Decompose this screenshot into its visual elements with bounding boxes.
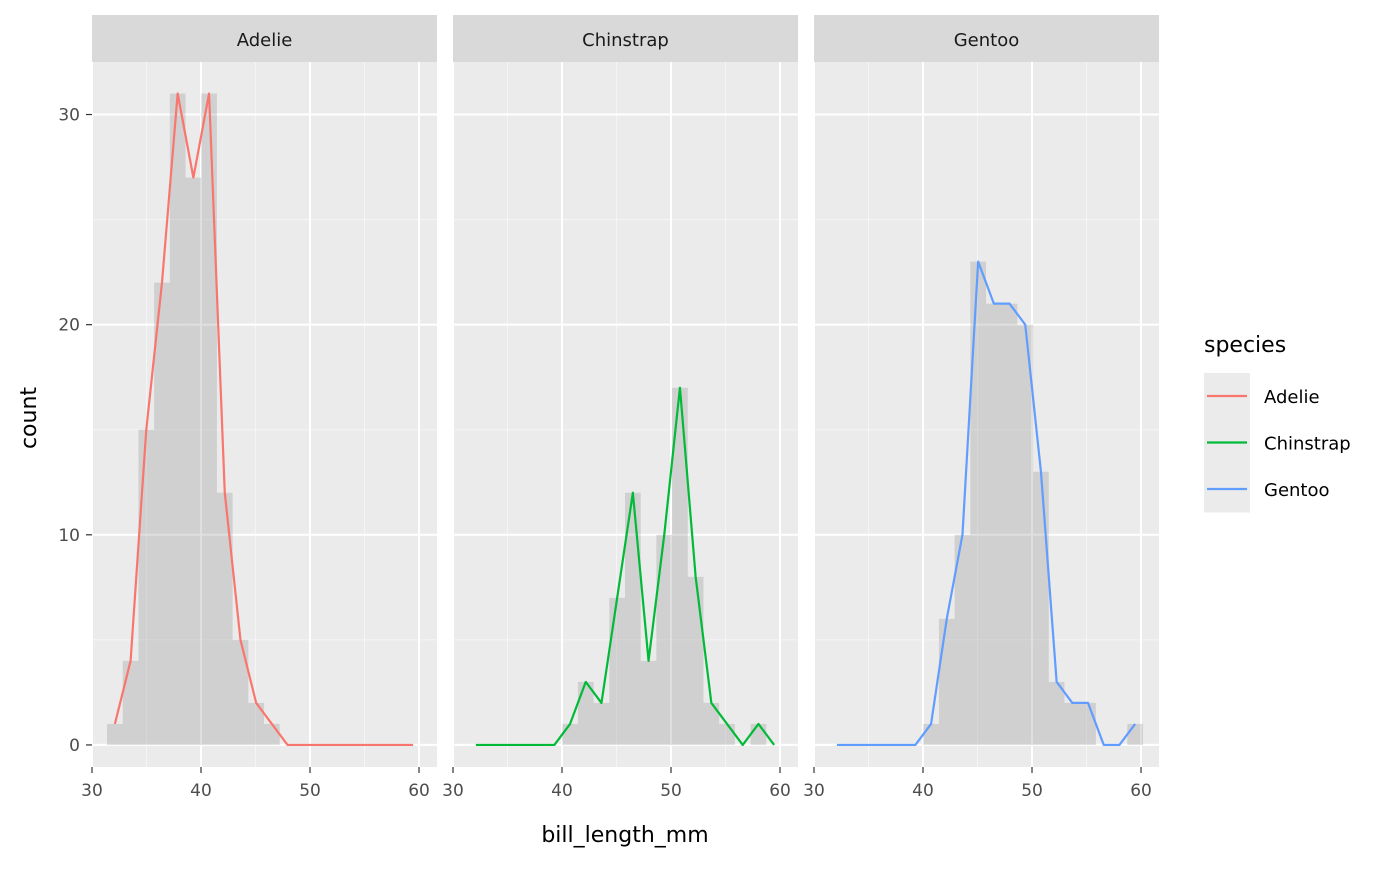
- panel-background: [453, 62, 798, 767]
- histogram-bar: [562, 723, 578, 745]
- histogram-bar: [577, 681, 594, 745]
- facet-strip-label: Adelie: [237, 30, 293, 51]
- x-tick-label: 60: [769, 781, 791, 801]
- histogram-bar: [750, 723, 767, 745]
- histogram-bar: [703, 702, 720, 745]
- x-tick-label: 40: [912, 781, 934, 801]
- x-tick-label: 60: [408, 781, 430, 801]
- y-tick-label: 10: [58, 526, 80, 546]
- histogram-bar: [923, 723, 939, 745]
- facet-panel-gentoo: Gentoo 30 40 50 60: [803, 15, 1159, 801]
- legend-item-adelie: Adelie: [1204, 373, 1320, 420]
- panel-background: [814, 62, 1159, 767]
- histogram-bar: [1017, 324, 1034, 745]
- histogram-bar: [201, 93, 217, 745]
- facet-strip: [92, 15, 437, 62]
- x-tick-label: 30: [442, 781, 464, 801]
- histogram-bar: [672, 387, 688, 745]
- y-axis-title: count: [17, 387, 42, 449]
- legend-label: Gentoo: [1264, 480, 1330, 501]
- x-tick-label: 50: [660, 781, 682, 801]
- legend-item-chinstrap: Chinstrap: [1204, 419, 1351, 466]
- histogram-bar: [1048, 681, 1065, 745]
- histogram-bar: [609, 597, 626, 745]
- facet-panel-adelie: Adelie 30 40 50 60: [81, 15, 437, 801]
- histogram-bar: [986, 303, 1002, 745]
- histogram-bar: [954, 534, 971, 745]
- legend-item-gentoo: Gentoo: [1204, 466, 1330, 513]
- histogram-bar: [232, 639, 249, 745]
- x-axis-title: bill_length_mm: [541, 823, 708, 848]
- histogram-bar: [1001, 303, 1018, 745]
- y-tick-label: 0: [69, 736, 80, 756]
- facet-strip: [814, 15, 1159, 62]
- x-tick-label: 40: [551, 781, 573, 801]
- histogram-bar: [138, 429, 155, 745]
- histogram-bar: [122, 660, 139, 745]
- x-tick-label: 30: [803, 781, 825, 801]
- histogram-bar: [169, 93, 186, 745]
- x-tick-label: 50: [1021, 781, 1043, 801]
- freqpoly-line-chinstrap: [475, 386, 776, 747]
- panel-background: [92, 62, 437, 767]
- histogram-bar: [216, 492, 233, 745]
- facet-panel-chinstrap: Chinstrap 30 40 50 60: [442, 15, 798, 801]
- histogram-bar: [719, 723, 735, 745]
- histogram-bar: [938, 618, 955, 745]
- histogram-bar: [1127, 723, 1143, 745]
- facet-strip-label: Chinstrap: [582, 30, 669, 51]
- facet-strip: [453, 15, 798, 62]
- histogram-bar: [656, 534, 673, 745]
- histogram-bar: [107, 723, 123, 745]
- y-tick-label: 30: [58, 106, 80, 126]
- legend-title: species: [1204, 333, 1286, 358]
- histogram-bar: [593, 702, 610, 745]
- histogram-bar: [1064, 702, 1081, 745]
- histogram-bar: [154, 282, 170, 745]
- x-tick-label: 50: [299, 781, 321, 801]
- freqpoly-line-adelie: [113, 92, 414, 747]
- histogram-bar: [640, 660, 657, 745]
- histogram-bar: [687, 576, 704, 745]
- legend: species Adelie Chinstrap Gentoo: [1204, 333, 1351, 513]
- legend-label: Chinstrap: [1264, 434, 1351, 455]
- histogram-bar: [248, 702, 265, 745]
- histogram-bar: [264, 723, 280, 745]
- legend-label: Adelie: [1264, 387, 1320, 408]
- histogram-bar: [625, 492, 641, 745]
- y-tick-label: 20: [58, 316, 80, 336]
- histogram-bar: [970, 261, 987, 745]
- histogram-bar: [1080, 702, 1096, 745]
- histogram-bar: [185, 177, 202, 745]
- freqpoly-line-gentoo: [836, 260, 1137, 747]
- facet-strip-label: Gentoo: [954, 30, 1020, 51]
- x-tick-label: 40: [190, 781, 212, 801]
- x-tick-label: 30: [81, 781, 103, 801]
- x-tick-label: 60: [1130, 781, 1152, 801]
- histogram-bar: [1033, 471, 1049, 745]
